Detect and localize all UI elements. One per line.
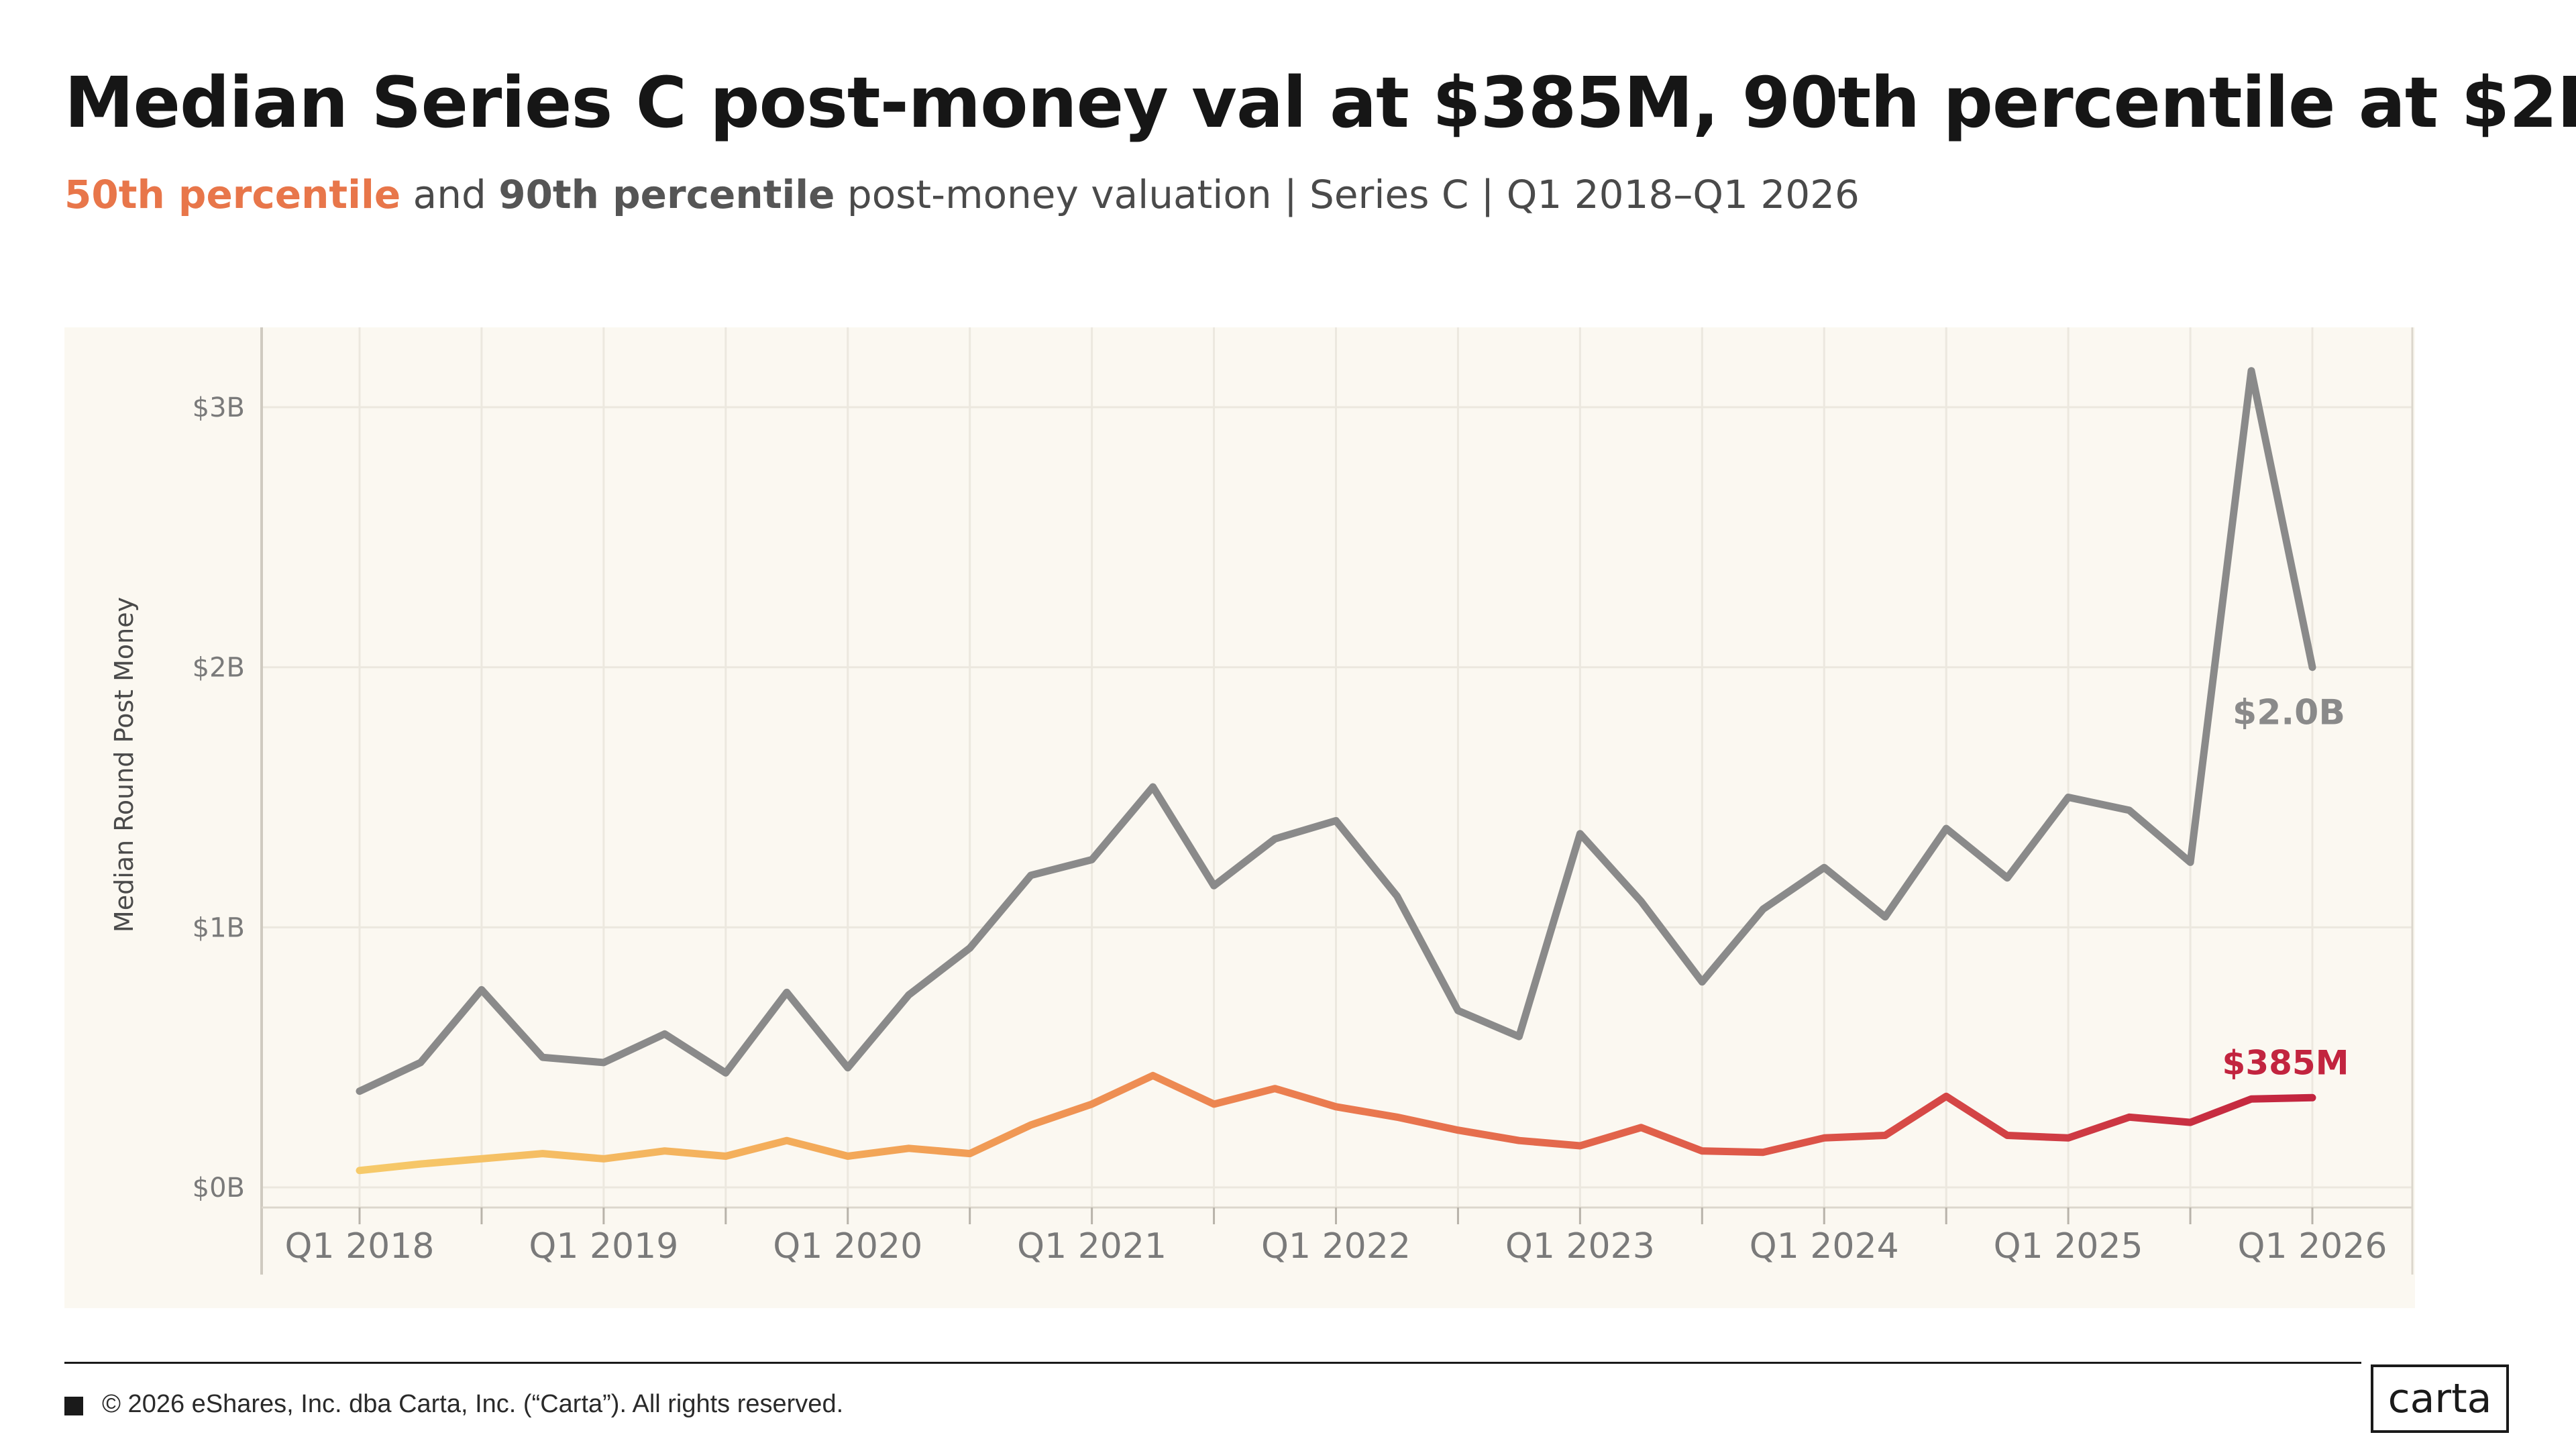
- x-tick-label: Q1 2026: [2238, 1226, 2387, 1267]
- x-tick-label: Q1 2022: [1261, 1226, 1411, 1267]
- y-axis-title: Median Round Post Money: [109, 597, 139, 932]
- y-tick-label: $0B: [193, 1173, 245, 1203]
- copyright-text: © 2026 eShares, Inc. dba Carta, Inc. (“C…: [102, 1390, 844, 1418]
- carta-logo: carta: [2371, 1364, 2509, 1433]
- series-line-p50: [356, 1071, 2316, 1175]
- y-tick-label: $2B: [193, 653, 245, 684]
- x-tick-label: Q1 2020: [773, 1226, 922, 1267]
- subtitle-rest-text: post-money valuation | Series C | Q1 201…: [835, 172, 1860, 217]
- x-tick-label: Q1 2023: [1505, 1226, 1655, 1267]
- x-tick-label: Q1 2021: [1017, 1226, 1167, 1267]
- series-line-p90: [356, 367, 2316, 1095]
- line-chart: $0B $1B $2B $3B Q1 2018 Q1 2019 Q1 2020 Q1 2021…: [64, 327, 2415, 1308]
- end-label-p50: $385M: [2222, 1043, 2349, 1082]
- footer-divider: [64, 1362, 2361, 1364]
- x-tick-label: Q1 2018: [285, 1226, 435, 1267]
- x-tick-label: Q1 2019: [529, 1226, 678, 1267]
- footer-square-icon: [64, 1397, 83, 1415]
- plot-background: [64, 327, 2415, 1308]
- subtitle-p50-label: 50th percentile: [64, 172, 401, 217]
- subtitle-p90-label: 90th percentile: [498, 172, 835, 217]
- x-tick-label: Q1 2024: [1750, 1226, 1899, 1267]
- y-tick-label: $3B: [193, 392, 245, 423]
- x-tick-label: Q1 2025: [1994, 1226, 2143, 1267]
- subtitle-and-text: and: [400, 172, 499, 217]
- chart-subtitle: 50th percentile and 90th percentile post…: [64, 172, 1860, 217]
- chart-title: Median Series C post-money val at $385M,…: [64, 62, 2576, 144]
- y-tick-label: $1B: [193, 912, 245, 943]
- end-label-p90: $2.0B: [2233, 693, 2345, 733]
